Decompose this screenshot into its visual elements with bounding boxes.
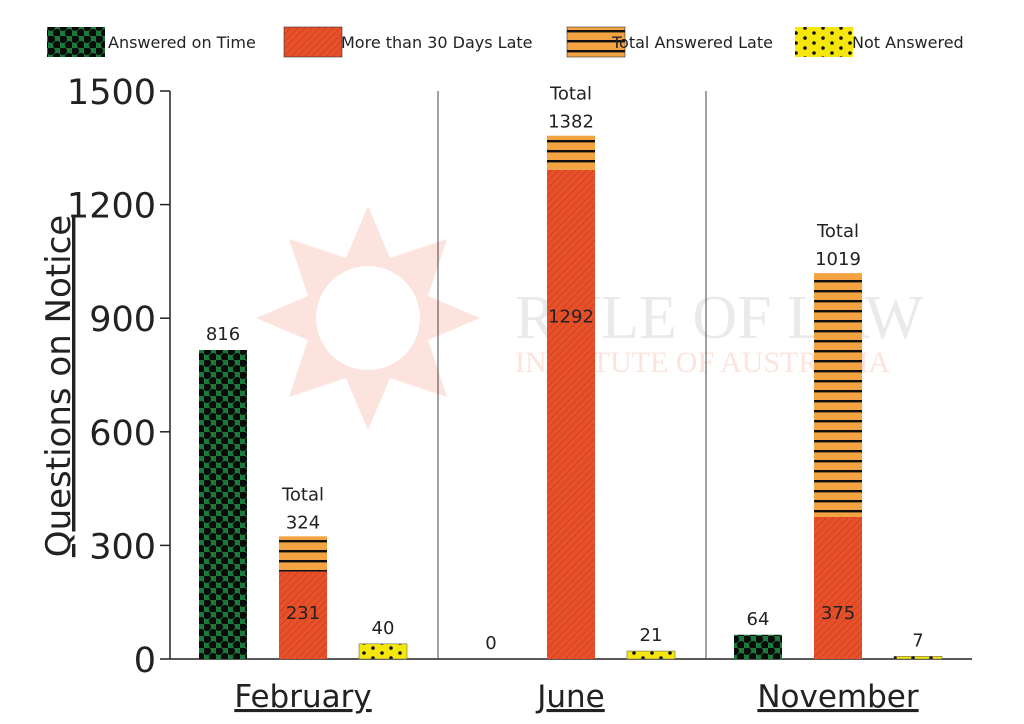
- bar-total-answered-late-remainder: [547, 135, 595, 170]
- legend-label-late30: More than 30 Days Late: [341, 33, 533, 52]
- bar-not-answered: [626, 650, 676, 660]
- label-answered-on-time: 64: [747, 609, 770, 630]
- watermark-star-icon: [256, 206, 480, 430]
- y-tick-label: 600: [89, 414, 156, 454]
- bar-total-answered-late-remainder: [279, 536, 327, 572]
- y-tick-label: 1200: [67, 187, 156, 227]
- y-tick-label: 900: [89, 300, 156, 340]
- label-total-answered-late: 1019: [815, 249, 861, 270]
- x-category-label: November: [757, 679, 919, 715]
- label-total-word: Total: [816, 221, 859, 242]
- y-tick-label: 1500: [67, 73, 156, 113]
- y-axis-title: Questions on Notice: [39, 215, 79, 557]
- legend-swatch-notanswered: [795, 27, 853, 57]
- label-answered-on-time: 0: [485, 633, 496, 654]
- y-tick-label: 300: [89, 527, 156, 567]
- label-total-word: Total: [549, 84, 592, 105]
- legend: Answered on Time More than 30 Days Late To…: [47, 26, 964, 58]
- bar-more-than-30-days-late: [279, 571, 327, 659]
- legend-label-notanswered: Not Answered: [852, 33, 964, 52]
- legend-swatch-ontime: [47, 27, 105, 57]
- legend-label-ontime: Answered on Time: [108, 33, 256, 52]
- bar-not-answered: [893, 656, 943, 660]
- x-category-label: February: [234, 679, 371, 715]
- bar-answered-on-time: [199, 350, 247, 659]
- label-not-answered: 7: [912, 630, 923, 651]
- x-category-label: June: [535, 679, 605, 715]
- y-tick-label: 0: [134, 641, 156, 681]
- label-not-answered: 40: [372, 618, 395, 639]
- label-more-than-30-days-late: 1292: [548, 307, 594, 328]
- bar-more-than-30-days-late: [547, 169, 595, 659]
- label-more-than-30-days-late: 231: [286, 603, 320, 624]
- label-more-than-30-days-late: 375: [821, 603, 855, 624]
- legend-swatch-totallate: [567, 27, 625, 57]
- data-labels: 816 231 Total 324 40 0 1292 Total 1382 21 64 375 Tot…: [206, 84, 924, 654]
- label-not-answered: 21: [640, 625, 663, 646]
- label-total-word: Total: [281, 484, 324, 505]
- label-answered-on-time: 816: [206, 324, 240, 345]
- label-total-answered-late: 324: [286, 512, 320, 533]
- axes: 0 300 600 900 1200 1500 Questions on Notice Feb…: [39, 73, 972, 715]
- bar-more-than-30-days-late: [814, 517, 862, 659]
- bars: [199, 135, 943, 660]
- legend-label-totallate: Total Answered Late: [611, 33, 773, 52]
- legend-swatch-late30: [284, 27, 342, 57]
- bar-not-answered: [358, 643, 408, 660]
- bar-total-answered-late-remainder: [814, 273, 862, 517]
- bar-answered-on-time: [734, 634, 782, 659]
- label-total-answered-late: 1382: [548, 112, 594, 133]
